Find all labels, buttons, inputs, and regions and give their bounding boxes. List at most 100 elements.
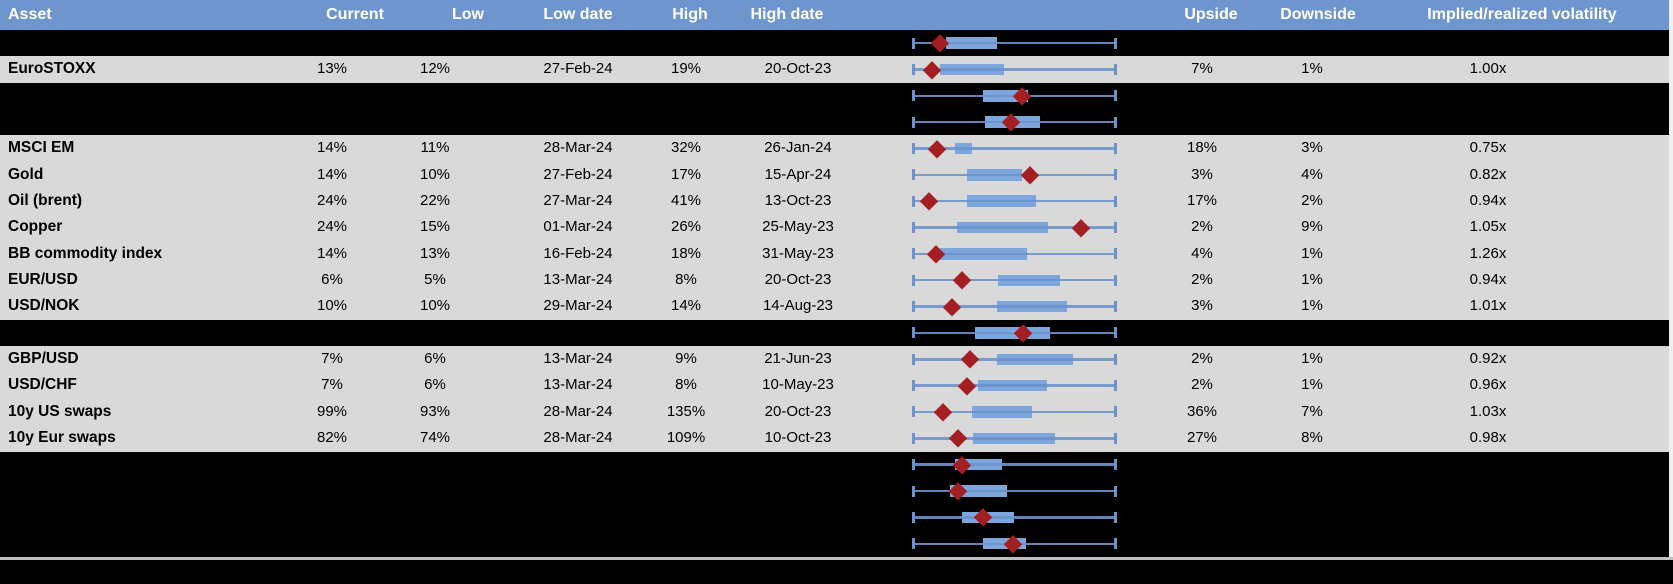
current-value: 7% <box>321 376 343 394</box>
low-value: 10% <box>419 297 451 315</box>
header-current: Current <box>326 6 384 23</box>
boxplot <box>912 452 1117 478</box>
low-value: 10% <box>419 165 451 183</box>
table-header-row: Asset Current Low Low date High High dat… <box>0 0 1673 30</box>
boxplot <box>912 109 1117 135</box>
high-value: 109% <box>666 429 706 447</box>
asset-name: Copper <box>8 218 63 236</box>
hidden-row <box>0 451 1673 478</box>
low-value: 15% <box>419 218 451 236</box>
upside-value: 3% <box>1191 165 1213 183</box>
asset-row: 10y US swaps 99% 93% 28-Mar-24 135% 20-Oct-23… <box>0 398 1673 426</box>
current-marker-diamond <box>953 271 971 290</box>
current-value: 14% <box>316 165 348 183</box>
downside-value: 1% <box>1301 297 1323 315</box>
table-body: EuroSTOXX 13% 12% 27-Feb-24 19% 20-Oct-23 7% 1%… <box>0 30 1673 557</box>
asset-row: USD/NOK 10% 10% 29-Mar-24 14% 14-Aug-23 3% 1% 1.… <box>0 293 1673 320</box>
boxplot <box>912 135 1117 161</box>
whisker-line <box>912 68 1117 71</box>
downside-value: 7% <box>1301 402 1323 420</box>
implied-realized-value: 1.05x <box>1469 218 1507 236</box>
upside-value: 36% <box>1186 402 1218 420</box>
downside-value: 8% <box>1301 429 1323 447</box>
current-marker-diamond <box>928 139 946 158</box>
downside-value: 3% <box>1301 139 1323 157</box>
asset-row: BB commodity index 14% 13% 16-Feb-24 18% 31-M… <box>0 240 1673 268</box>
asset-row: EUR/USD 6% 5% 13-Mar-24 8% 20-Oct-23 2% 1% 0.94x <box>0 267 1673 294</box>
boxplot <box>912 162 1117 188</box>
asset-name: 10y US swaps <box>8 402 112 420</box>
boxplot <box>912 241 1117 267</box>
current-marker-diamond <box>958 376 976 395</box>
high-date: 10-May-23 <box>762 376 834 394</box>
current-value: 82% <box>316 429 348 447</box>
current-value: 13% <box>316 60 348 78</box>
boxplot <box>912 425 1117 451</box>
low-date: 28-Mar-24 <box>543 429 613 447</box>
implied-realized-value: 1.01x <box>1469 297 1507 315</box>
high-date: 15-Apr-24 <box>764 165 832 183</box>
header-low: Low <box>452 6 484 23</box>
whisker-line <box>912 226 1117 229</box>
asset-name: GBP/USD <box>8 350 79 368</box>
low-date: 13-Mar-24 <box>543 350 613 368</box>
boxplot <box>912 372 1117 398</box>
low-date: 13-Mar-24 <box>543 271 613 289</box>
asset-name: MSCI EM <box>8 139 75 157</box>
current-value: 10% <box>316 297 348 315</box>
asset-row: EuroSTOXX 13% 12% 27-Feb-24 19% 20-Oct-23 7% 1%… <box>0 56 1673 83</box>
asset-row: USD/CHF 7% 6% 13-Mar-24 8% 10-May-23 2% 1% 0.96x <box>0 372 1673 399</box>
asset-row: Oil (brent) 24% 22% 27-Mar-24 41% 13-Oct-23 17… <box>0 188 1673 215</box>
current-marker-diamond <box>943 297 961 316</box>
low-value: 5% <box>424 271 446 289</box>
low-date: 16-Feb-24 <box>543 244 613 262</box>
high-value: 41% <box>670 192 702 210</box>
boxplot <box>912 320 1117 346</box>
implied-realized-value: 0.92x <box>1469 350 1507 368</box>
hidden-row <box>0 477 1673 505</box>
whisker-line <box>912 279 1117 282</box>
boxplot <box>912 83 1117 109</box>
implied-realized-value: 1.03x <box>1469 402 1507 420</box>
high-value: 8% <box>675 376 697 394</box>
high-date: 10-Oct-23 <box>764 429 832 447</box>
high-value: 8% <box>675 271 697 289</box>
hidden-row <box>0 319 1673 347</box>
hidden-row <box>0 530 1673 557</box>
upside-value: 27% <box>1186 429 1218 447</box>
downside-value: 2% <box>1301 192 1323 210</box>
downside-value: 1% <box>1301 60 1323 78</box>
low-date: 27-Mar-24 <box>543 192 613 210</box>
whisker-line <box>912 305 1117 308</box>
low-value: 74% <box>419 429 451 447</box>
whisker-line <box>912 410 1117 414</box>
hidden-row <box>0 82 1673 110</box>
high-value: 135% <box>666 402 706 420</box>
implied-realized-value: 0.94x <box>1469 192 1507 210</box>
current-marker-diamond <box>1021 166 1039 184</box>
current-value: 24% <box>316 192 348 210</box>
header-downside: Downside <box>1280 6 1356 23</box>
current-marker-diamond <box>920 192 938 211</box>
asset-row: MSCI EM 14% 11% 28-Mar-24 32% 26-Jan-24 18% 3% 0… <box>0 135 1673 162</box>
upside-value: 2% <box>1191 376 1213 394</box>
upside-value: 2% <box>1191 218 1213 236</box>
low-date: 27-Feb-24 <box>543 60 613 78</box>
upside-value: 4% <box>1191 244 1213 262</box>
current-marker-diamond <box>949 429 967 448</box>
implied-realized-value: 0.82x <box>1469 165 1507 183</box>
high-date: 31-May-23 <box>762 244 834 262</box>
low-date: 13-Mar-24 <box>543 376 613 394</box>
whisker-line <box>912 41 1117 45</box>
upside-value: 18% <box>1186 139 1218 157</box>
boxplot <box>912 30 1117 56</box>
asset-row: 10y Eur swaps 82% 74% 28-Mar-24 109% 10-Oct-2… <box>0 425 1673 452</box>
header-implied-realized-volatility: Implied/realized volatility <box>1427 6 1617 23</box>
asset-name: EuroSTOXX <box>8 60 96 78</box>
boxplot <box>912 56 1117 82</box>
whisker-line <box>912 437 1117 440</box>
upside-value: 2% <box>1191 350 1213 368</box>
asset-name: BB commodity index <box>8 244 163 262</box>
boxplot <box>912 214 1117 240</box>
current-value: 99% <box>316 402 348 420</box>
